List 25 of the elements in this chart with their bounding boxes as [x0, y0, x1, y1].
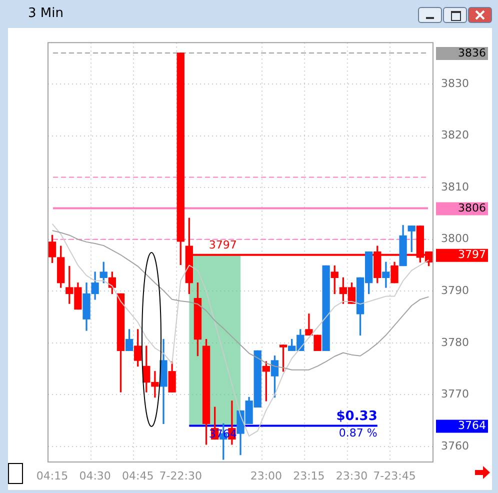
text: 3764	[458, 419, 486, 432]
y-tick-label: 3780	[441, 336, 469, 349]
y-tick-label: 3830	[441, 76, 469, 90]
y-tick-label: 3810	[441, 180, 469, 194]
x-tick-label: 7-23:45	[373, 469, 416, 482]
text: 3797	[458, 248, 486, 262]
annotation: $0.33	[336, 409, 378, 424]
ref-line-label: 3836	[458, 46, 486, 60]
y-tick-label: 3760	[441, 439, 469, 452]
chart-title: 3 Min	[28, 6, 64, 21]
ref-line-label: 3797	[208, 238, 237, 252]
candlestick	[382, 262, 390, 288]
y-tick-label: 3820	[441, 128, 469, 142]
x-tick-label: 04:15	[36, 469, 68, 482]
y-tick-label: 3790	[441, 284, 469, 297]
x-tick-label: 04:45	[122, 469, 154, 482]
x-tick-label: 23:00	[250, 469, 282, 482]
annotation: 0.87 %	[338, 426, 378, 440]
ref-line-label: 3806	[458, 202, 486, 215]
x-tick-label: 7-22:30	[159, 469, 202, 482]
x-tick-label: 04:30	[79, 469, 111, 482]
x-tick-label: 23:30	[336, 469, 368, 482]
x-tick-label: 23:15	[293, 469, 325, 482]
y-tick-label: 3800	[441, 232, 469, 246]
y-tick-label: 3770	[441, 388, 469, 401]
